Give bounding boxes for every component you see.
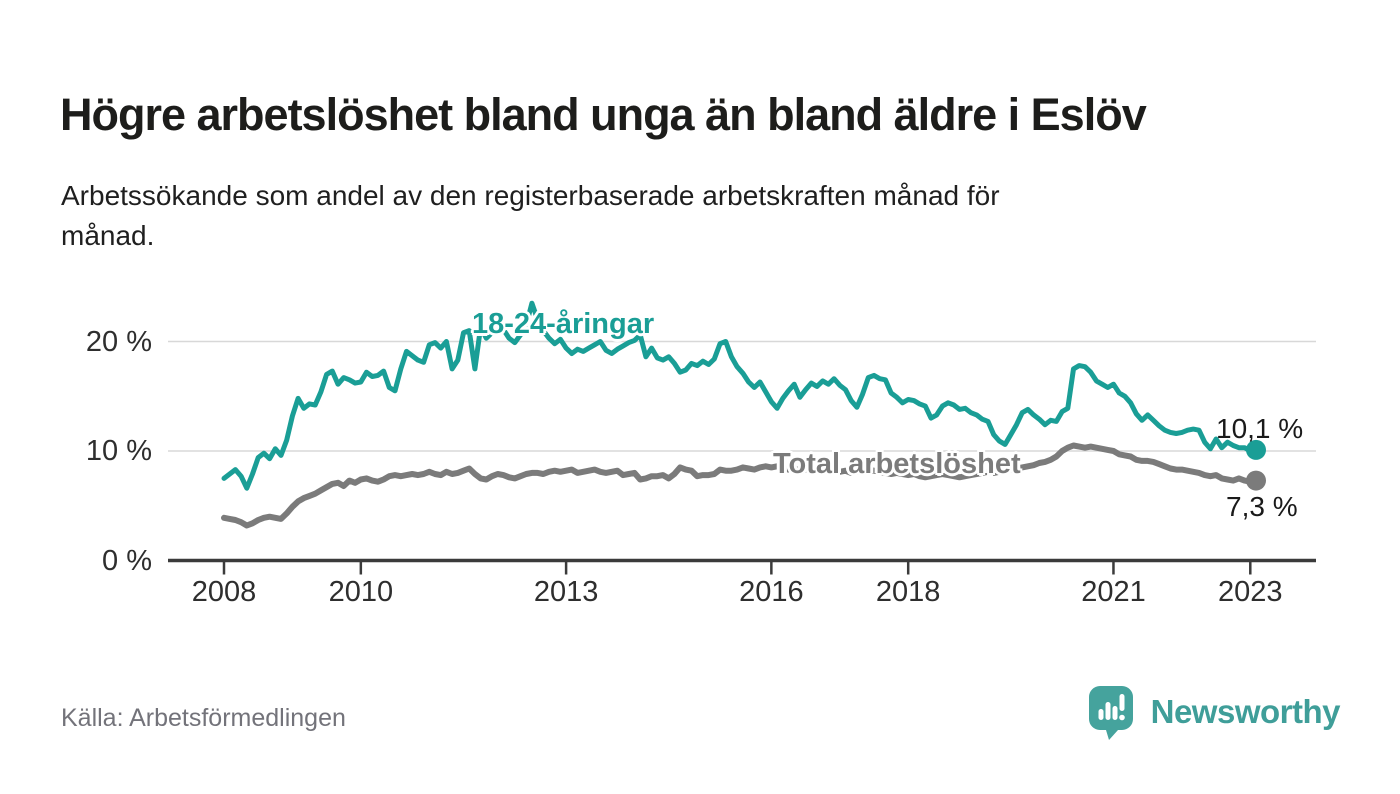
exclamation-bar: [1119, 694, 1125, 711]
young-series-end-dot: [1246, 439, 1266, 460]
total-series-end-dot: [1246, 470, 1266, 491]
bar-3: [1112, 706, 1118, 720]
x-axis-label: 2013: [533, 576, 599, 608]
bar-1: [1098, 709, 1104, 720]
brand-wordmark: Newsworthy: [1150, 693, 1341, 730]
y-axis-label: 10 %: [85, 435, 152, 467]
source-note: Källa: Arbetsförmedlingen: [61, 704, 346, 732]
x-axis-label: 2023: [1218, 576, 1283, 608]
x-axis-label: 2021: [1081, 576, 1146, 608]
bar-2: [1105, 702, 1111, 720]
end-value-label-total: 7,3 %: [1226, 490, 1298, 522]
x-axis-label: 2016: [739, 576, 804, 608]
series-label-young: 18-24-åringar: [472, 308, 655, 340]
speech-bubble-shape: [1088, 686, 1133, 740]
brand-footer: Newsworthy: [1088, 686, 1341, 740]
series-label-total: Total arbetslöshet: [773, 448, 1021, 480]
end-value-label-young: 10,1 %: [1216, 412, 1304, 444]
x-axis-label: 2010: [328, 576, 394, 608]
chart-subtitle: Arbetssökande som andel av den registerb…: [61, 180, 1000, 251]
exclamation-dot: [1118, 714, 1125, 721]
y-axis-label: 20 %: [85, 325, 152, 358]
y-axis-label: 0 %: [102, 544, 152, 577]
total-series-line: [221, 442, 1259, 529]
young-series-line: [221, 300, 1259, 491]
newsworthy-logo-icon: [1088, 686, 1133, 740]
chart-title: Högre arbetslöshet bland unga än bland ä…: [60, 89, 1147, 141]
x-axis-label: 2008: [191, 576, 257, 608]
x-axis-label: 2018: [875, 576, 941, 608]
